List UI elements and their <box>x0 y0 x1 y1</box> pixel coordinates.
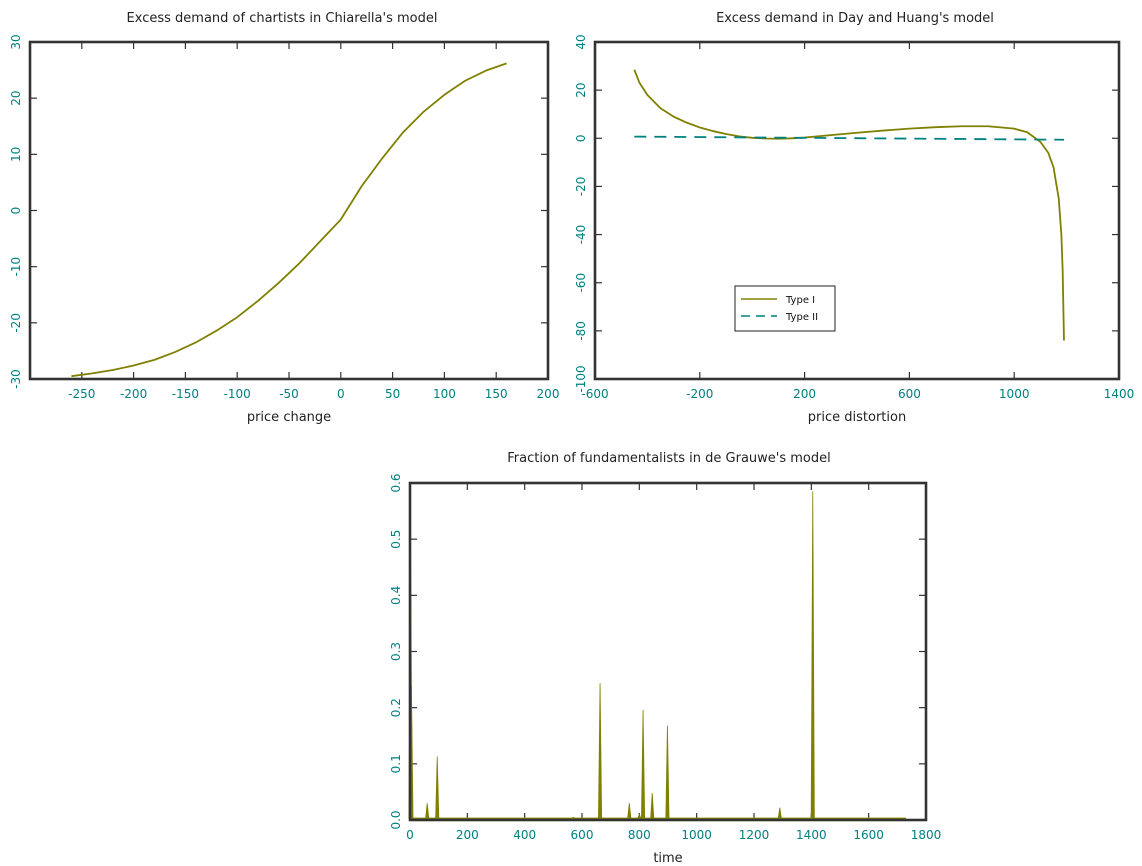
x-tick-label: 1200 <box>739 828 770 842</box>
spike-mark <box>425 803 430 819</box>
series-line-2 <box>634 135 1064 141</box>
y-tick-label: 0.2 <box>389 698 403 717</box>
series-line-1 <box>71 62 507 378</box>
legend: Type I Type II <box>734 285 836 332</box>
y-tick-label: -10 <box>9 257 23 277</box>
x-axis-label: price distortion <box>808 410 906 425</box>
day-huang-chart: Excess demand in Day and Huang's model -… <box>574 11 1134 425</box>
y-tick-label: -60 <box>574 273 588 293</box>
chart-title: Fraction of fundamentalists in de Grauwe… <box>507 451 831 466</box>
y-tick-label: -30 <box>9 369 23 389</box>
plot-frame <box>593 40 1121 381</box>
legend-label-type-1: Type I <box>785 295 815 306</box>
x-tick-label: 1400 <box>1104 387 1135 401</box>
spike-mark <box>637 813 642 819</box>
x-tick-label: -50 <box>279 387 299 401</box>
x-tick-label: 200 <box>793 387 816 401</box>
spike-mark <box>435 756 440 819</box>
y-tick-label: 30 <box>9 34 23 49</box>
y-tick-label: 0 <box>9 207 23 215</box>
spike-mark <box>650 793 655 819</box>
x-axis-label: time <box>653 851 682 866</box>
x-tick-label: 1000 <box>999 387 1030 401</box>
y-tick-label: 0.1 <box>389 754 403 773</box>
x-tick-label: -200 <box>120 387 147 401</box>
x-tick-label: 1800 <box>911 828 942 842</box>
plot-frame <box>28 40 550 381</box>
chiarella-chart: Excess demand of chartists in Chiarella'… <box>9 11 559 425</box>
y-tick-label: 20 <box>9 91 23 106</box>
y-tick-label: -20 <box>9 313 23 333</box>
x-tick-label: -200 <box>686 387 713 401</box>
x-tick-label: 1600 <box>853 828 884 842</box>
y-tick-label: 0.0 <box>389 810 403 829</box>
y-tick-label: 0.4 <box>389 586 403 605</box>
chart-title: Excess demand of chartists in Chiarella'… <box>127 11 438 26</box>
x-tick-label: 400 <box>513 828 536 842</box>
x-axis-label: price change <box>247 410 331 425</box>
legend-label-type-2: Type II <box>785 312 818 323</box>
x-tick-label: 50 <box>385 387 400 401</box>
series-line-1 <box>633 69 1065 341</box>
x-tick-label: 200 <box>537 387 560 401</box>
y-tick-label: -20 <box>574 177 588 197</box>
spike-mark <box>665 725 670 819</box>
x-tick-label: 0 <box>337 387 345 401</box>
x-tick-label: 600 <box>898 387 921 401</box>
spike-mark <box>598 682 603 819</box>
x-tick-label: -250 <box>68 387 95 401</box>
y-tick-label: -80 <box>574 321 588 341</box>
x-tick-label: -150 <box>172 387 199 401</box>
y-tick-label: 10 <box>9 147 23 162</box>
y-tick-label: 20 <box>574 83 588 98</box>
y-tick-label: 0.6 <box>389 473 403 492</box>
y-tick-label: 0.5 <box>389 530 403 549</box>
y-tick-label: 40 <box>574 34 588 49</box>
spike-mark <box>777 807 782 819</box>
spike-mark <box>641 709 646 819</box>
plot-frame <box>408 481 928 822</box>
x-tick-label: -600 <box>581 387 608 401</box>
y-tick-label: 0.3 <box>389 642 403 661</box>
spike-mark <box>627 803 632 819</box>
x-tick-label: 100 <box>433 387 456 401</box>
chart-title: Excess demand in Day and Huang's model <box>716 11 994 26</box>
x-tick-label: 1400 <box>796 828 827 842</box>
x-tick-label: 1000 <box>681 828 712 842</box>
spike-mark <box>810 491 815 819</box>
de-grauwe-chart: Fraction of fundamentalists in de Grauwe… <box>389 451 941 866</box>
x-tick-label: 800 <box>628 828 651 842</box>
x-tick-label: 150 <box>485 387 508 401</box>
legend-box <box>734 285 836 332</box>
y-tick-label: -40 <box>574 225 588 245</box>
y-tick-label: 0 <box>574 134 588 142</box>
x-tick-label: 0 <box>406 828 414 842</box>
y-tick-label: -100 <box>574 365 588 392</box>
x-tick-label: 600 <box>571 828 594 842</box>
spike-mark <box>570 816 577 819</box>
x-tick-label: -100 <box>224 387 251 401</box>
x-tick-label: 200 <box>456 828 479 842</box>
